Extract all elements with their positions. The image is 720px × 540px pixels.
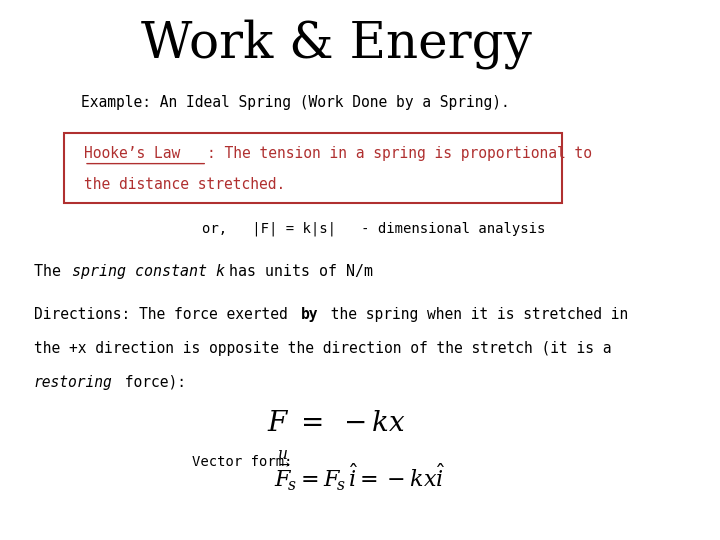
Text: Hooke’s Law: Hooke’s Law: [84, 146, 180, 161]
Text: restoring: restoring: [34, 375, 112, 390]
Text: Vector form:: Vector form:: [192, 455, 292, 469]
Text: The: The: [34, 264, 70, 279]
Text: spring constant k: spring constant k: [72, 264, 225, 279]
Text: the distance stretched.: the distance stretched.: [84, 177, 285, 192]
Text: Directions: The force exerted: Directions: The force exerted: [34, 307, 296, 322]
Text: or,   |F| = k|s|   - dimensional analysis: or, |F| = k|s| - dimensional analysis: [202, 221, 545, 236]
Text: has units of N/m: has units of N/m: [220, 264, 373, 279]
Text: the spring when it is stretched in: the spring when it is stretched in: [322, 307, 629, 322]
Text: $\overset{u}{\vec{F}}_{\!s} = F_{\!s}\,\hat{i} = -kx\hat{i}$: $\overset{u}{\vec{F}}_{\!s} = F_{\!s}\,\…: [274, 448, 446, 493]
FancyBboxPatch shape: [64, 133, 562, 202]
Text: $\mathit{F}\ =\ -\mathit{kx}$: $\mathit{F}\ =\ -\mathit{kx}$: [267, 409, 405, 437]
Text: force):: force):: [117, 375, 186, 390]
Text: by: by: [301, 307, 318, 322]
Text: Work & Energy: Work & Energy: [141, 19, 532, 69]
Text: Example: An Ideal Spring (Work Done by a Spring).: Example: An Ideal Spring (Work Done by a…: [81, 94, 510, 110]
Text: : The tension in a spring is proportional to: : The tension in a spring is proportiona…: [207, 146, 592, 161]
Text: the +x direction is opposite the direction of the stretch (it is a: the +x direction is opposite the directi…: [34, 341, 611, 356]
